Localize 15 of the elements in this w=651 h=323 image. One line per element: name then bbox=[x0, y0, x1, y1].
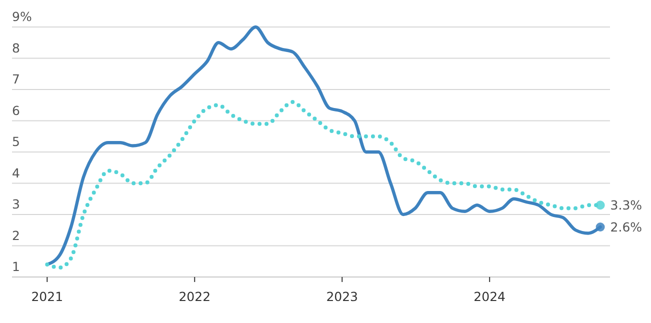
y-tick-label: 9% bbox=[12, 9, 32, 24]
y-tick-label: 8 bbox=[12, 40, 20, 56]
x-tick-label: 2021 bbox=[31, 289, 64, 304]
y-tick-label: 1 bbox=[12, 259, 20, 274]
y-tick-label: 6 bbox=[12, 102, 20, 118]
x-tick-label: 2023 bbox=[326, 289, 358, 304]
y-tick-label: 7 bbox=[12, 72, 20, 86]
annotation: 2.6% bbox=[610, 220, 642, 234]
y-tick-label: 3 bbox=[12, 196, 20, 212]
y-tick-label: 4 bbox=[12, 165, 20, 180]
y-tick-label: 2 bbox=[12, 228, 20, 243]
x-tick-label: 2024 bbox=[474, 289, 506, 304]
x-tick-label: 2022 bbox=[178, 289, 211, 304]
y-tick-label: 5 bbox=[12, 134, 20, 149]
annotation: 3.3% bbox=[610, 198, 642, 213]
